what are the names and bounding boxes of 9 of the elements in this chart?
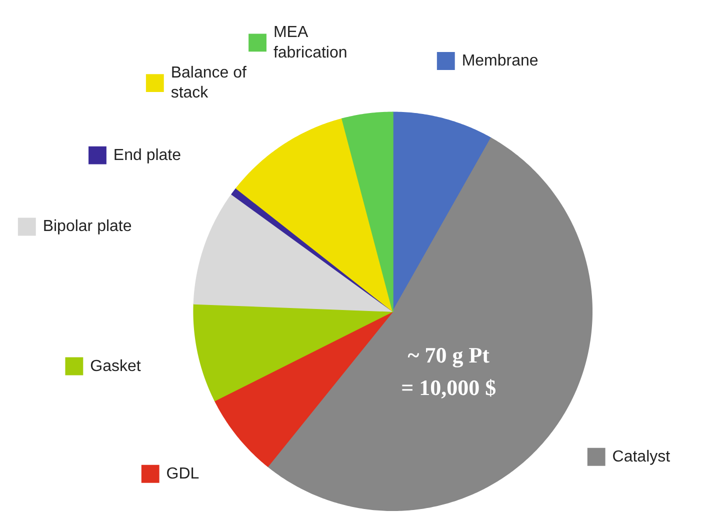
text: ~ 70 g Pt = 10,000 $ <box>401 342 496 400</box>
legend-label: MEA fabrication <box>273 24 348 62</box>
legend-label: End plate <box>113 146 182 164</box>
legend-label: Catalyst <box>612 448 671 466</box>
legend-label: Gasket <box>90 358 142 375</box>
legend-label: Bipolar plate <box>42 218 132 236</box>
legend-label: GDL <box>166 465 200 482</box>
legend-label: Balance of stack <box>170 64 248 102</box>
legend-label: Membrane <box>462 52 538 70</box>
